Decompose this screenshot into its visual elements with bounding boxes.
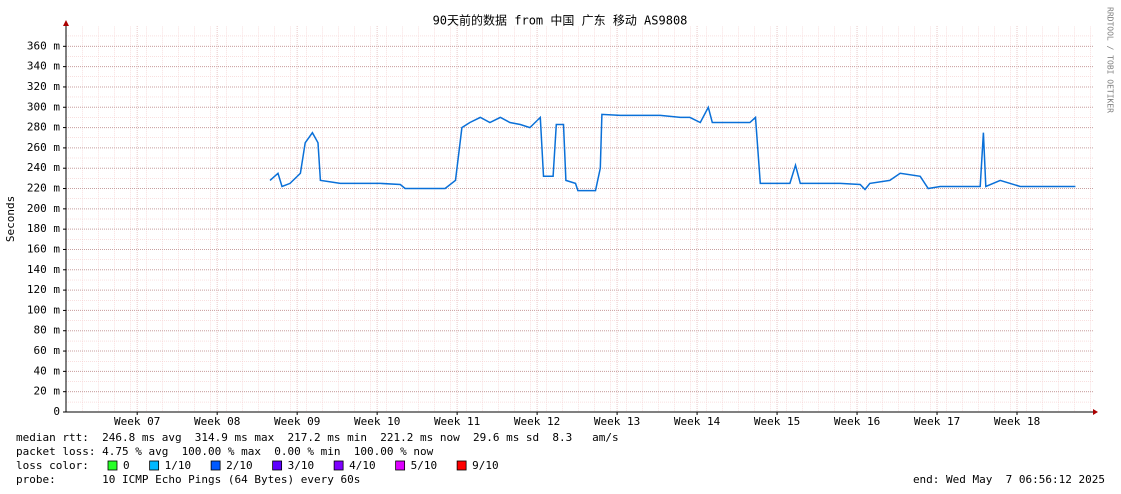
legend-swatch (210, 460, 221, 471)
x-arrow (1093, 409, 1098, 415)
grid: 0 20 m 40 m 60 m 80 m 100 m 120 m 140 m 160 m 180… (27, 26, 1093, 428)
legend-label: 4/10 (349, 459, 376, 472)
x-tick-label: Week 08 (194, 415, 240, 428)
stats-line: packet loss: 4.75 % avg 100.00 % max 0.0… (16, 445, 434, 458)
legend-swatch (395, 460, 406, 471)
y-tick-label: 60 m (34, 344, 61, 357)
series-line (269, 105, 1076, 192)
probe: probe: 10 ICMP Echo Pings (64 Bytes) eve… (16, 473, 360, 486)
y-tick-label: 140 m (27, 263, 60, 276)
minor-grid (66, 26, 1093, 412)
legend-label: 9/10 (472, 459, 499, 472)
x-tick-label: Week 14 (674, 415, 721, 428)
legend-swatch (149, 460, 160, 471)
y-tick-label: 20 m (34, 385, 61, 398)
y-tick-label: 300 m (27, 100, 60, 113)
y-tick-label: 100 m (27, 303, 60, 316)
y-tick-label: 340 m (27, 60, 60, 73)
legend-swatch (107, 460, 118, 471)
legend-swatch (456, 460, 467, 471)
watermark: RRDTOOL / TOBI OETIKER (1106, 7, 1115, 113)
y-tick-label: 320 m (27, 80, 60, 93)
x-tick-label: Week 15 (754, 415, 800, 428)
legend-swatch (272, 460, 283, 471)
y-tick-label: 0 (53, 405, 60, 418)
y-tick-label: 200 m (27, 202, 60, 215)
legend-title: loss color: (16, 459, 89, 472)
legend-label: 1/10 (165, 459, 192, 472)
y-tick-label: 280 m (27, 121, 60, 134)
legend-label: 3/10 (288, 459, 315, 472)
y-tick-label: 260 m (27, 141, 60, 154)
y-axis-label: Seconds (4, 196, 17, 242)
x-tick-label: Week 10 (354, 415, 400, 428)
stats-line: median rtt: 246.8 ms avg 314.9 ms max 21… (16, 431, 619, 444)
x-tick-label: Week 18 (994, 415, 1040, 428)
y-tick-label: 120 m (27, 283, 60, 296)
y-tick-label: 240 m (27, 161, 60, 174)
x-tick-label: Week 13 (594, 415, 640, 428)
x-tick-label: Week 11 (434, 415, 480, 428)
x-tick-label: Week 12 (514, 415, 560, 428)
x-tick-label: Week 16 (834, 415, 880, 428)
legend-label: 0 (123, 459, 130, 472)
plot (269, 105, 1076, 192)
legend-label: 2/10 (226, 459, 253, 472)
x-tick-label: Week 07 (114, 415, 160, 428)
y-tick-label: 180 m (27, 222, 60, 235)
y-tick-label: 160 m (27, 242, 60, 255)
legend-swatch (333, 460, 344, 471)
chart-title: 90天前的数据 from 中国 广东 移动 AS9808 (433, 13, 688, 28)
y-arrow (63, 20, 69, 26)
x-tick-label: Week 17 (914, 415, 960, 428)
y-tick-label: 360 m (27, 39, 60, 52)
y-tick-label: 80 m (34, 324, 61, 337)
end-time: end: Wed May 7 06:56:12 2025 (913, 473, 1105, 486)
y-tick-label: 220 m (27, 182, 60, 195)
legend: 0 1/10 2/10 3/10 4/10 5/10 9/10 (107, 459, 499, 472)
legend-label: 5/10 (411, 459, 438, 472)
y-tick-label: 40 m (34, 364, 61, 377)
x-tick-label: Week 09 (274, 415, 320, 428)
